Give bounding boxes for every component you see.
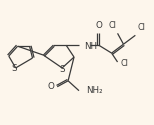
Text: Cl: Cl: [109, 21, 117, 30]
Text: S: S: [59, 65, 65, 74]
Text: NH₂: NH₂: [86, 86, 103, 95]
Text: S: S: [11, 64, 16, 73]
Text: Cl: Cl: [137, 23, 145, 32]
Text: Cl: Cl: [121, 60, 128, 68]
Text: NH: NH: [84, 42, 97, 51]
Text: O: O: [95, 21, 102, 30]
Text: O: O: [47, 82, 54, 91]
